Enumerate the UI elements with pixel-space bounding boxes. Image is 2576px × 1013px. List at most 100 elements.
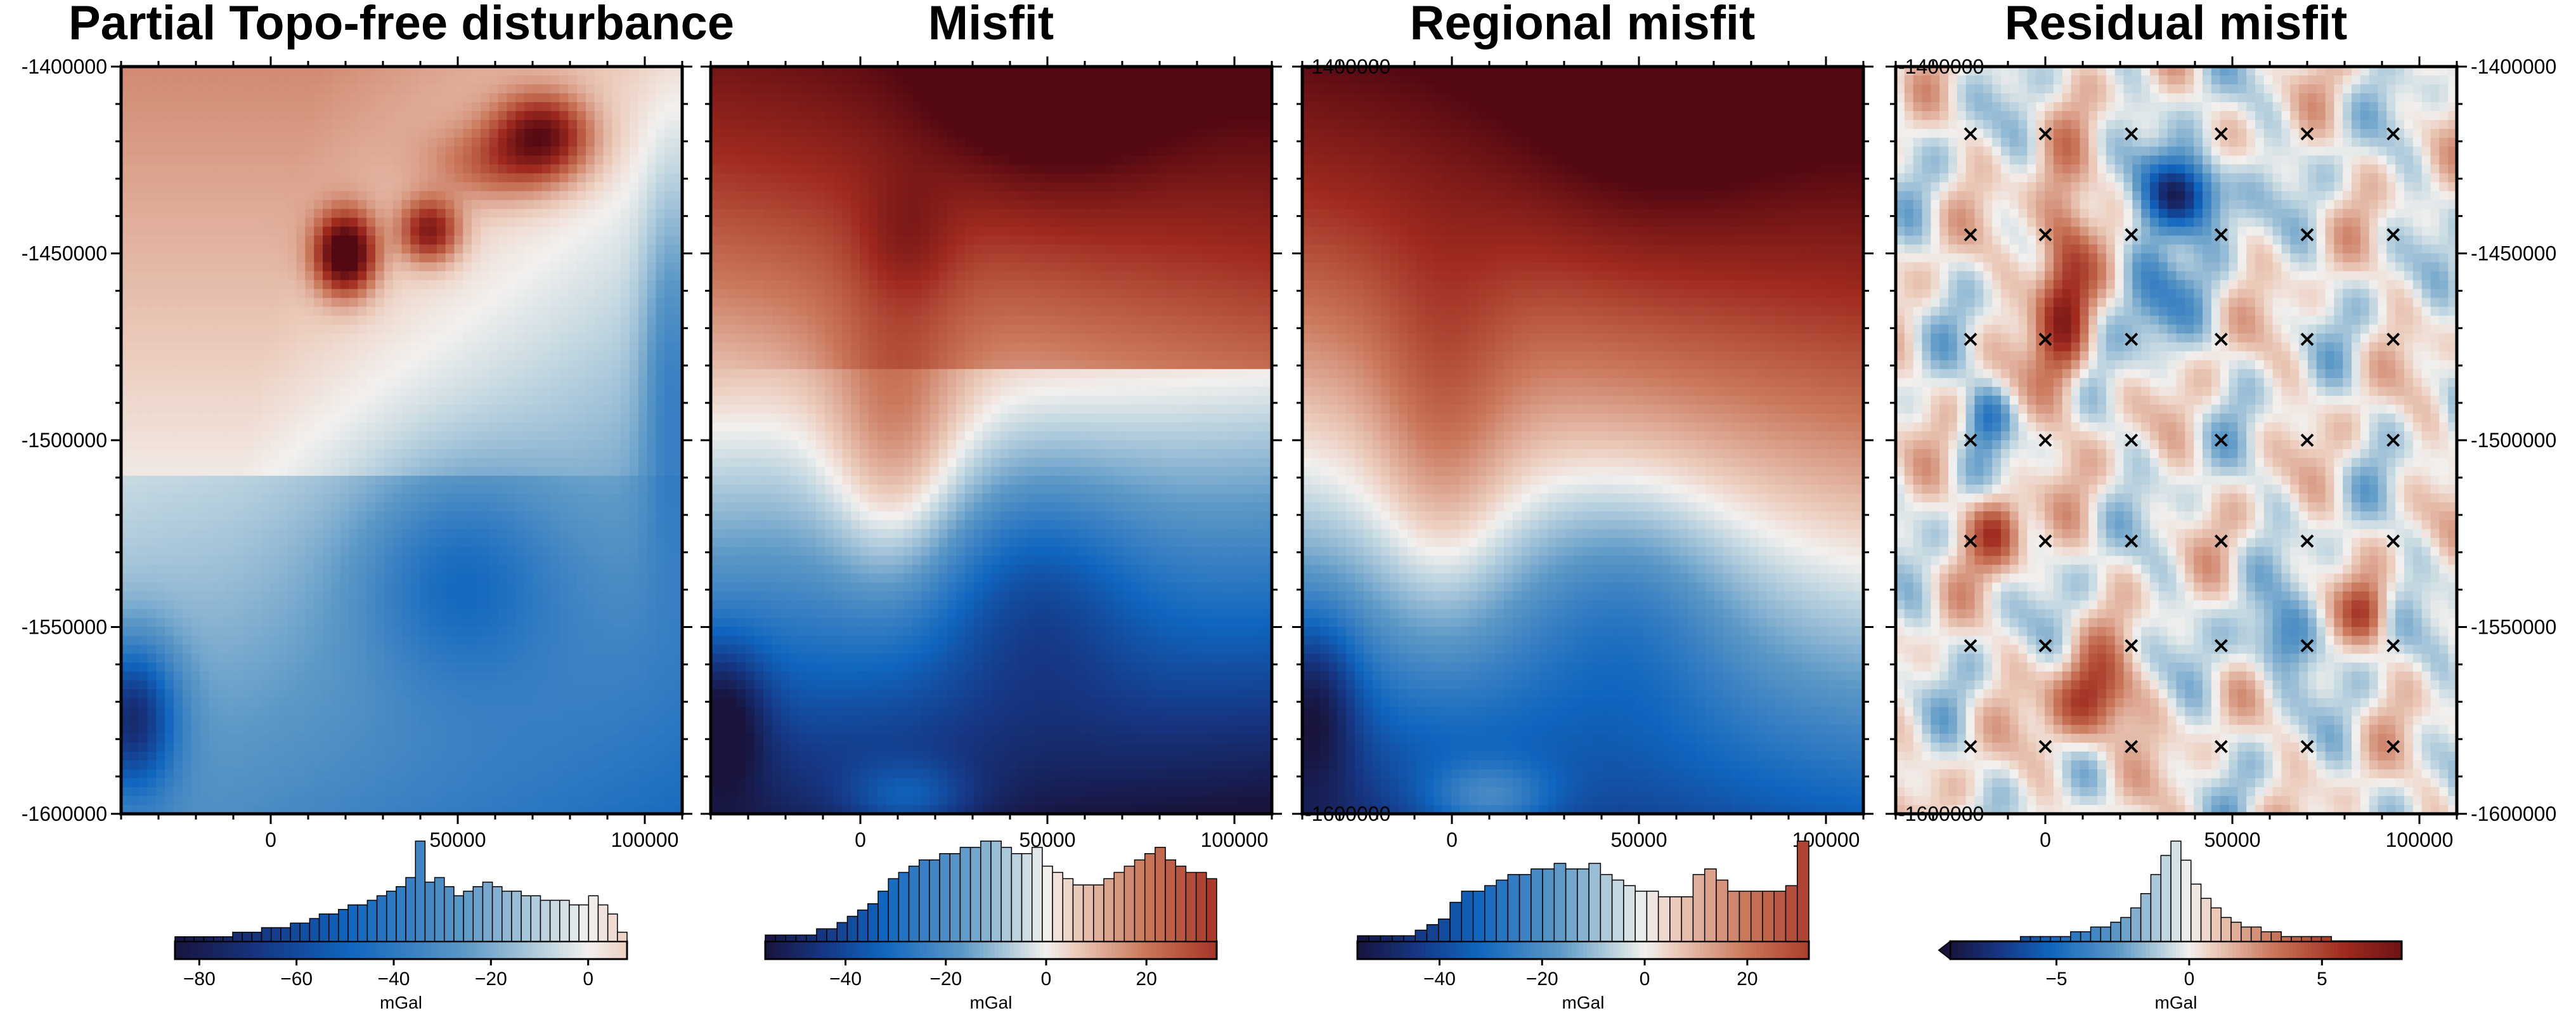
heatmap-cell — [612, 218, 621, 228]
heatmap-cell — [200, 253, 209, 263]
heatmap-cell — [489, 209, 499, 218]
heatmap-cell — [121, 262, 131, 272]
heatmap-cell — [472, 707, 481, 717]
heatmap-cell — [392, 235, 403, 245]
heatmap-cell — [147, 600, 157, 610]
heatmap-cell — [656, 716, 665, 726]
heatmap-cell — [121, 84, 131, 94]
heatmap-cell — [182, 200, 192, 209]
heatmap-cell — [568, 297, 578, 308]
heatmap-cell — [270, 333, 280, 343]
heatmap-cell — [138, 351, 148, 361]
heatmap-cell — [463, 235, 472, 245]
heatmap-cell — [612, 716, 621, 726]
heatmap-cell — [138, 297, 148, 308]
heatmap-cell — [331, 377, 341, 388]
heatmap-cell — [427, 627, 437, 637]
heatmap-cell — [165, 751, 174, 761]
heatmap-cell — [541, 742, 552, 752]
heatmap-cell — [612, 467, 621, 476]
heatmap-cell — [472, 502, 481, 512]
heatmap-cell — [559, 609, 569, 619]
heatmap-cell — [235, 502, 245, 512]
heatmap-cell — [638, 200, 648, 209]
heatmap-cell — [463, 529, 472, 539]
heatmap-cell — [323, 111, 332, 121]
heatmap-cell — [577, 262, 586, 272]
heatmap-cell — [243, 449, 254, 459]
heatmap-cell — [305, 538, 314, 547]
heatmap-cell — [165, 289, 174, 299]
heatmap-cell — [577, 698, 586, 708]
heatmap-cell — [209, 493, 218, 503]
heatmap-cell — [533, 565, 543, 574]
heatmap-cell — [261, 485, 271, 494]
heatmap-cell — [480, 520, 490, 530]
heatmap-cell — [419, 209, 429, 218]
heatmap-cell — [129, 716, 139, 726]
heatmap-cell — [612, 369, 621, 379]
heatmap-cell — [436, 600, 446, 610]
heatmap-cell — [533, 209, 543, 218]
heatmap-cell — [173, 751, 183, 761]
heatmap-cell — [621, 733, 630, 743]
heatmap-cell — [278, 84, 288, 94]
heatmap-cell — [384, 342, 394, 352]
heatmap-cell — [375, 609, 385, 619]
heatmap-cell — [156, 573, 165, 583]
heatmap-cell — [656, 67, 665, 76]
heatmap-cell — [287, 200, 297, 209]
heatmap-cell — [585, 262, 595, 272]
heatmap-cell — [156, 315, 165, 325]
heatmap-cell — [621, 315, 630, 325]
heatmap-cell — [129, 369, 139, 379]
heatmap-cell — [173, 644, 183, 655]
heatmap-cell — [156, 155, 165, 165]
heatmap-cell — [129, 155, 139, 165]
heatmap-cell — [550, 653, 560, 663]
heatmap-cell — [200, 271, 209, 281]
heatmap-cell — [533, 511, 543, 521]
heatmap-cell — [427, 413, 437, 423]
heatmap-cell — [191, 386, 201, 396]
heatmap-cell — [358, 173, 367, 183]
heatmap-cell — [480, 75, 490, 85]
heatmap-cell — [156, 529, 165, 539]
heatmap-cell — [533, 476, 543, 485]
heatmap-cell — [656, 324, 665, 334]
heatmap-cell — [278, 75, 288, 85]
heatmap-cell — [323, 271, 332, 281]
heatmap-cell — [454, 102, 463, 112]
heatmap-cell — [463, 422, 472, 432]
heatmap-cell — [358, 751, 367, 761]
heatmap-cell — [480, 573, 490, 583]
heatmap-cell — [323, 707, 332, 717]
heatmap-cell — [507, 556, 516, 565]
heatmap-cell — [191, 511, 201, 521]
heatmap-cell — [331, 333, 341, 343]
heatmap-cell — [261, 262, 271, 272]
heatmap-cell — [156, 644, 165, 655]
heatmap-cell — [577, 591, 586, 601]
heatmap-cell — [612, 671, 621, 681]
heatmap-cell — [340, 476, 350, 485]
heatmap-cell — [427, 129, 437, 138]
heatmap-cell — [349, 235, 358, 245]
heatmap-cell — [454, 440, 463, 450]
heatmap-cell — [480, 609, 490, 619]
heatmap-cell — [121, 422, 131, 432]
heatmap-cell — [331, 653, 341, 663]
heatmap-cell — [375, 636, 385, 646]
heatmap-cell — [594, 627, 604, 637]
heatmap-cell — [270, 386, 280, 396]
heatmap-cell — [436, 662, 446, 672]
heatmap-cell — [331, 360, 341, 370]
heatmap-cell — [454, 662, 463, 672]
heatmap-cell — [375, 547, 385, 556]
heatmap-cell — [489, 609, 499, 619]
heatmap-cell — [261, 440, 271, 450]
heatmap-cell — [314, 253, 323, 263]
heatmap-cell — [226, 75, 236, 85]
heatmap-cell — [445, 698, 455, 708]
heatmap-cell — [533, 440, 543, 450]
